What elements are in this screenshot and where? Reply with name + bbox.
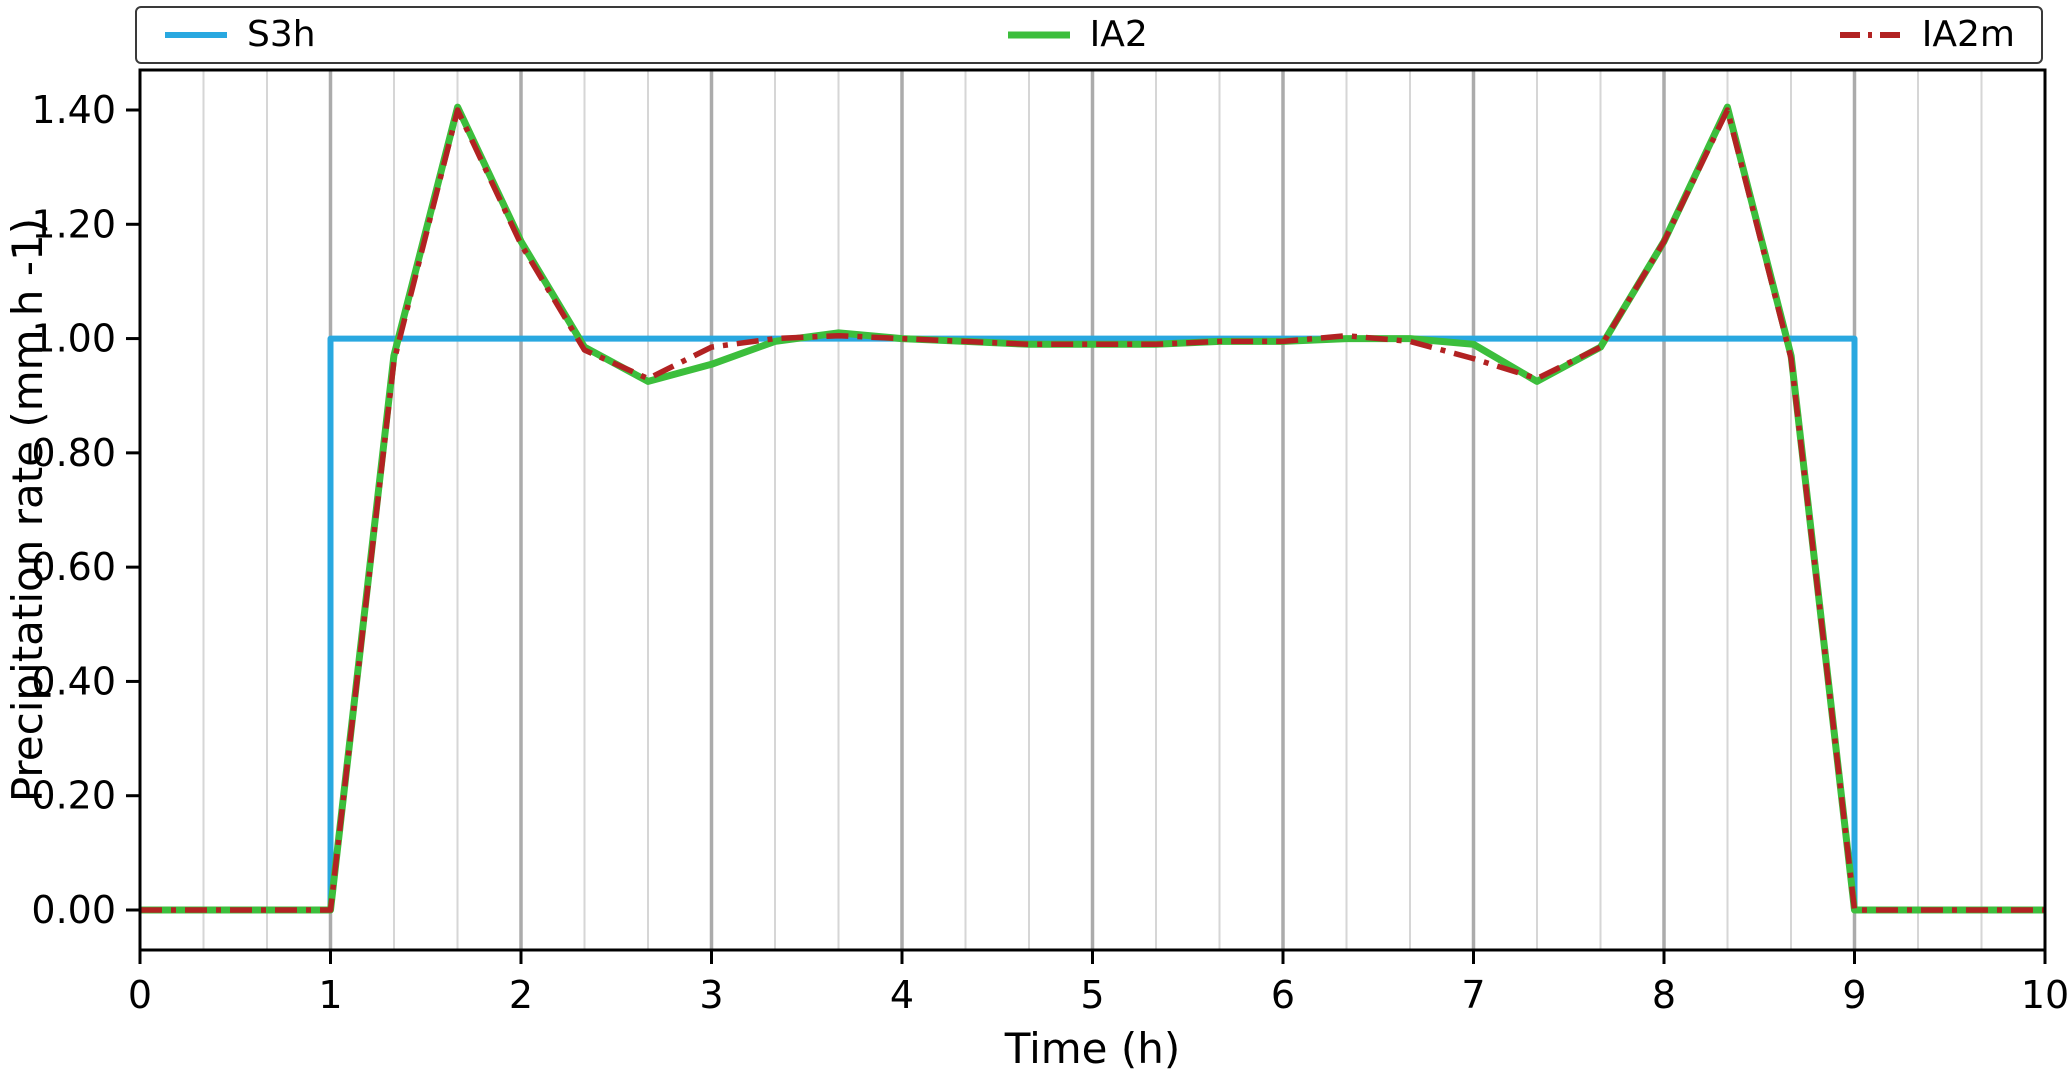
x-tick-label: 3 (699, 973, 723, 1017)
y-tick-label: 0.60 (31, 545, 116, 589)
series-lines (140, 103, 2045, 914)
y-tick-label: 1.00 (31, 317, 116, 361)
x-tick-label: 2 (509, 973, 533, 1017)
y-tick-label: 0.80 (31, 431, 116, 475)
legend-label-ia2: IA2 (1089, 14, 1148, 55)
x-tick-label: 10 (2021, 973, 2067, 1017)
y-tick-label: 1.40 (31, 88, 116, 132)
x-axis: 0 1 2 3 4 5 6 7 8 9 10 (128, 950, 2067, 1017)
x-tick-label: 6 (1271, 973, 1295, 1017)
y-tick-label: 1.20 (31, 202, 116, 246)
legend-line-sample-ia2 (1007, 31, 1070, 39)
y-tick-label: 0.40 (31, 659, 116, 703)
y-tick-label: 0.00 (31, 888, 116, 932)
legend-item-s3h[interactable]: S3h (163, 17, 316, 53)
legend-item-ia2m[interactable]: IA2m (1838, 17, 2015, 53)
x-tick-label: 7 (1461, 973, 1485, 1017)
gridlines (202, 70, 1983, 950)
y-tick-label: 0.20 (31, 774, 116, 818)
legend-line-sample-s3h (165, 32, 227, 38)
x-tick-label: 5 (1080, 973, 1104, 1017)
x-tick-label: 0 (128, 973, 152, 1017)
x-tick-label: 4 (890, 973, 914, 1017)
x-tick-label: 9 (1842, 973, 1866, 1017)
x-axis-label: Time (h) (1004, 1024, 1181, 1070)
y-axis-label: Precipitation rate (mm h -1) (3, 218, 52, 802)
series-line-ia2 (140, 103, 2045, 914)
x-tick-label: 1 (318, 973, 342, 1017)
series-line-ia2m (140, 107, 2045, 913)
legend-label-ia2m: IA2m (1921, 14, 2015, 55)
y-axis: 0.00 0.20 0.40 0.60 0.80 1.00 1.20 1.40 (31, 88, 140, 932)
legend-line-sample-ia2m (1839, 32, 1902, 38)
legend-label-s3h: S3h (247, 14, 316, 55)
x-tick-label: 8 (1652, 973, 1676, 1017)
legend-item-ia2[interactable]: IA2 (1006, 17, 1148, 53)
legend: S3h IA2 IA2m (135, 6, 2043, 64)
